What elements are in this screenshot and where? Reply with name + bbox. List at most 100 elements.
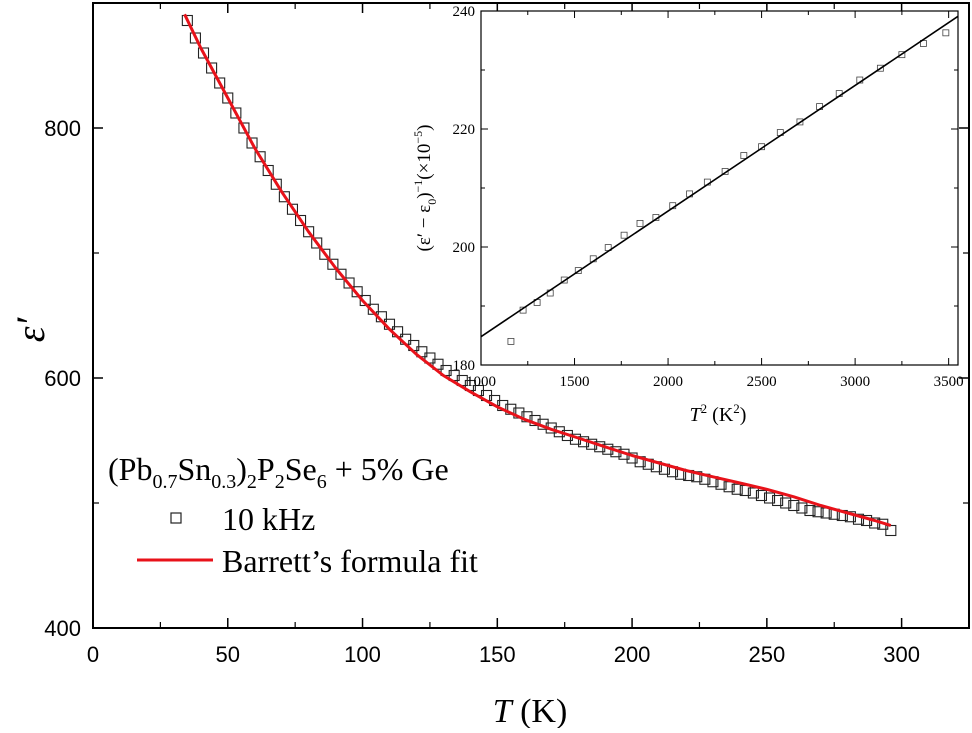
data-point [351,286,363,298]
main-plot-frame [92,2,970,629]
inset-x-tick-label: 1000 [466,374,496,390]
data-point [206,62,218,74]
x-axis-label-var: T [493,693,514,728]
data-point [181,14,193,27]
inset-y-axis-label: (ε′ − ε0)−1(×10−5) [411,125,439,252]
data-point [278,191,290,203]
data-point [804,504,816,517]
data-point [294,214,307,227]
data-point [311,237,323,249]
data-point [222,92,234,104]
data-point [885,524,897,537]
inset-linear-fit-line [480,15,959,338]
data-point [246,137,258,149]
data-point [780,497,792,509]
inset-data-point [942,29,950,37]
data-point [319,248,331,260]
data-point [755,489,768,502]
data-point [747,487,759,499]
fit-line [183,13,892,527]
data-point [327,258,339,270]
data-point [844,511,856,523]
data-point [367,303,379,315]
y-tick-label: 800 [44,116,81,141]
x-tick-label: 50 [216,642,240,667]
legend-title-subscript: 6 [317,471,327,493]
data-point [270,178,282,190]
legend-title-text: ) [236,451,247,487]
legend-title-text: Sn [177,451,211,487]
inset-x-axis-label-unit-sup: 2 [733,401,740,416]
inset-x-axis-label-sup: 2 [701,401,708,416]
legend-marker-square [170,512,182,524]
data-point [286,203,299,215]
inset-x-axis-label-unit-close: ) [740,404,747,426]
data-point [214,77,226,89]
inset-x-axis-label-var: T [690,404,703,426]
data-point [796,502,808,514]
data-point [343,277,355,289]
inset-x-tick-label: 3500 [934,374,964,390]
legend-title-subscript: 0.7 [152,471,177,493]
data-point [230,107,242,119]
y-tick-label: 400 [44,616,81,641]
data-point [812,506,824,518]
data-point [772,494,784,507]
data-point [424,352,436,364]
x-axis-label-unit: (K) [512,693,568,728]
inset-y-axis-label-sup: −5 [411,131,425,144]
inset-x-tick-label: 1500 [560,374,590,390]
data-point [763,492,776,504]
inset-x-tick-label: 2500 [747,374,777,390]
x-tick-label: 100 [344,642,381,667]
x-tick-label: 200 [614,642,651,667]
legend-title-text: P [257,451,275,487]
inset-y-axis-label-sub: 0 [425,199,439,205]
legend-title-text: + 5% Ge [327,451,449,487]
data-point [731,483,743,495]
x-tick-label: 300 [883,642,920,667]
legend-label-fit: Barrett’s formula fit [222,543,478,579]
inset-y-axis-label-part: (ε′ − ε [414,205,435,252]
inset-x-axis-label: T2 (K2) [690,401,747,426]
y-tick-label: 600 [44,366,81,391]
data-point [335,268,347,280]
legend-title-text: Se [285,451,317,487]
inset-y-axis-label-sup: −1 [411,180,425,193]
x-tick-label: 250 [748,642,785,667]
legend-label-10khz: 10 kHz [222,501,315,537]
inset-y-axis-label-part: (×10 [414,144,435,180]
data-point [852,513,865,525]
inset-y-tick-label: 220 [453,122,476,138]
data-point [254,151,266,163]
data-point [262,164,274,177]
inset-y-axis-label-part: ) [414,125,435,131]
data-point [189,32,201,44]
data-point [197,47,210,59]
data-point [788,499,800,512]
inset-x-tick-label: 2000 [653,374,683,390]
inset-data-point [507,337,515,345]
inset-x-axis-label-unit: (K [707,404,734,426]
legend-title-subscript: 0.3 [211,471,236,493]
inset-y-tick-label: 180 [453,358,476,374]
y-axis-label: ε′ [8,316,53,342]
inset-y-axis-label-part: ) [414,192,435,198]
inset-x-tick-label: 3000 [840,374,870,390]
data-point [303,226,315,238]
legend-title-text: (Pb [108,451,152,487]
inset-y-tick-label: 240 [453,4,476,20]
data-point [238,122,250,134]
x-tick-label: 150 [479,642,516,667]
legend-title-subscript: 2 [275,471,285,493]
data-point [432,358,444,370]
x-axis-label: T (K) [493,693,568,728]
inset-data-point [620,231,628,239]
x-tick-label: 0 [87,642,99,667]
inset-y-tick-label: 200 [453,240,476,256]
inset-data-point [740,152,748,159]
legend-title: (Pb0.7Sn0.3)2P2Se6 + 5% Ge [108,451,449,493]
legend-title-subscript: 2 [247,471,257,493]
